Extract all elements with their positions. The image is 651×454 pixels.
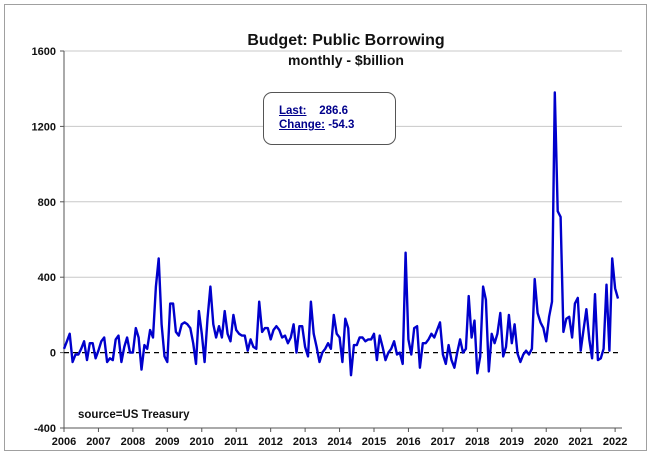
last-value: 286.6 (319, 105, 349, 117)
change-value: -54.3 (328, 119, 355, 131)
x-tick-label: 2006 (52, 436, 76, 448)
chart-frame (4, 4, 647, 451)
x-tick-label: 2009 (155, 436, 179, 448)
x-tick-label: 2013 (293, 436, 317, 448)
x-tick-label: 2007 (86, 436, 110, 448)
y-tick-label: 0 (50, 348, 56, 360)
x-tick-label: 2019 (500, 436, 524, 448)
x-tick-label: 2022 (603, 436, 627, 448)
y-tick-label: 1600 (32, 46, 56, 58)
x-tick-label: 2021 (568, 436, 592, 448)
x-tick-label: 2020 (534, 436, 558, 448)
y-tick-label: 800 (38, 197, 56, 209)
y-tick-label: 400 (38, 272, 56, 284)
last-label: Last: (279, 105, 307, 117)
x-tick-label: 2017 (431, 436, 455, 448)
x-tick-label: 2008 (121, 436, 145, 448)
x-tick-label: 2014 (327, 436, 352, 448)
change-label: Change: (279, 119, 325, 131)
chart-subtitle: monthly - $billion (288, 52, 404, 68)
x-tick-label: 2012 (258, 436, 282, 448)
x-tick-label: 2016 (396, 436, 420, 448)
x-tick-label: 2011 (224, 436, 248, 448)
x-tick-label: 2010 (190, 436, 214, 448)
y-tick-label: -400 (34, 423, 56, 435)
series-line (62, 91, 620, 377)
x-tick-label: 2015 (362, 436, 386, 448)
stats-box: Last: 286.6 Change: -54.3 (263, 92, 396, 145)
y-tick-label: 1200 (32, 121, 56, 133)
chart-title: Budget: Public Borrowing (200, 32, 492, 50)
source-note: source=US Treasury (78, 409, 190, 421)
x-tick-label: 2018 (465, 436, 489, 448)
